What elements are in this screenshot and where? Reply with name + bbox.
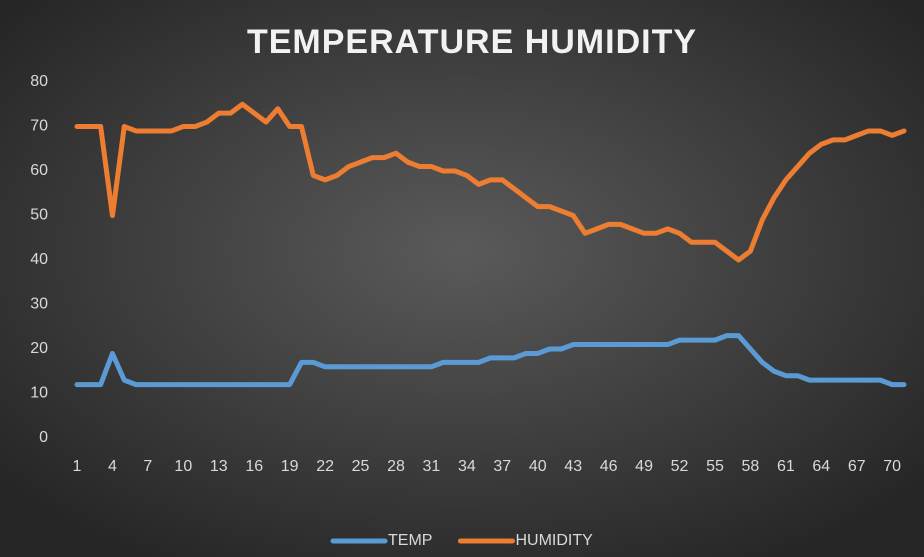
- y-tick-label: 30: [30, 296, 48, 313]
- y-tick-label: 10: [30, 385, 48, 402]
- x-tick-label: 46: [600, 458, 618, 475]
- x-tick-label: 19: [281, 458, 299, 475]
- x-tick-label: 4: [108, 458, 117, 475]
- x-tick-label: 58: [742, 458, 760, 475]
- legend-label: HUMIDITY: [515, 532, 593, 549]
- x-tick-label: 37: [493, 458, 511, 475]
- x-tick-label: 13: [210, 458, 228, 475]
- x-tick-label: 49: [635, 458, 653, 475]
- x-tick-label: 61: [777, 458, 795, 475]
- x-tick-label: 31: [423, 458, 441, 475]
- y-tick-label: 50: [30, 207, 48, 224]
- y-tick-label: 0: [39, 429, 48, 446]
- y-tick-label: 70: [30, 118, 48, 135]
- x-tick-label: 70: [883, 458, 901, 475]
- y-tick-label: 80: [30, 73, 48, 90]
- chart-title: TEMPERATURE HUMIDITY: [247, 23, 697, 61]
- x-tick-label: 55: [706, 458, 724, 475]
- x-tick-label: 43: [564, 458, 582, 475]
- y-tick-label: 20: [30, 340, 48, 357]
- x-tick-label: 64: [812, 458, 830, 475]
- x-tick-label: 52: [671, 458, 689, 475]
- x-tick-label: 40: [529, 458, 547, 475]
- x-tick-label: 34: [458, 458, 476, 475]
- x-tick-label: 1: [73, 458, 82, 475]
- series-line: [74, 101, 907, 263]
- legend-label: TEMP: [388, 532, 432, 549]
- x-tick-label: 67: [848, 458, 866, 475]
- x-tick-label: 10: [174, 458, 192, 475]
- y-tick-label: 40: [30, 251, 48, 268]
- x-tick-label: 7: [143, 458, 152, 475]
- x-tick-label: 25: [352, 458, 370, 475]
- x-tick-label: 22: [316, 458, 334, 475]
- y-tick-label: 60: [30, 162, 48, 179]
- series-line: [74, 333, 907, 388]
- x-tick-label: 16: [245, 458, 263, 475]
- x-tick-label: 28: [387, 458, 405, 475]
